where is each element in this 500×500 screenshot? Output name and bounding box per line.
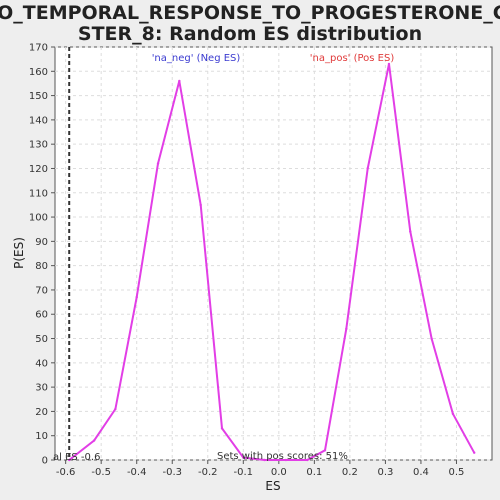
y-tick-label: 60 (35, 310, 48, 321)
data-point (199, 203, 202, 207)
y-tick-label: 20 (35, 407, 48, 418)
data-point (284, 458, 288, 462)
series-line (68, 63, 476, 461)
legend-pos-label: 'na_pos' (Pos ES) (310, 53, 395, 64)
x-tick-label: 0.2 (342, 467, 358, 478)
data-point (135, 296, 138, 299)
x-tick-label: 0.3 (377, 467, 393, 478)
grid (55, 46, 492, 461)
data-point (242, 456, 245, 459)
data-point (473, 451, 476, 454)
y-tick-label: 160 (29, 67, 48, 78)
data-point (323, 449, 327, 452)
x-tick-label: -0.6 (56, 467, 76, 478)
y-axis-label: P(ES) (12, 237, 26, 269)
y-tick-label: 150 (29, 91, 48, 102)
chart-title-line2: STER_8: Random ES distribution (78, 23, 422, 45)
x-tick-label: -0.3 (162, 467, 182, 478)
y-tick-label: 110 (29, 188, 48, 199)
data-point (263, 458, 266, 462)
x-tick-label: -0.4 (127, 467, 147, 478)
x-tick-label: -0.5 (91, 467, 111, 478)
data-point (68, 458, 71, 462)
x-tick-label: -0.2 (198, 467, 218, 478)
actual-es-label: al ES -0.6 (53, 452, 100, 463)
pos-scores-annotation: Sets with pos scores: 51% (217, 451, 348, 462)
y-tick-label: 50 (35, 334, 48, 345)
data-point (409, 230, 412, 233)
y-tick-label: 120 (29, 164, 48, 175)
data-point (92, 439, 96, 442)
y-tick-label: 80 (35, 261, 48, 272)
y-tick-label: 0 (42, 456, 48, 467)
x-tick-label: 0.1 (306, 467, 322, 478)
data-point (345, 327, 348, 331)
x-axis-label: ES (265, 479, 280, 493)
data-point (451, 412, 455, 416)
x-tick-label: 0.4 (413, 467, 429, 478)
y-axis: 0 10 20 30 40 50 60 70 80 90 100 110 120 130 140 150 160… (29, 43, 55, 467)
y-tick-label: 40 (35, 358, 48, 369)
plot-area (54, 46, 493, 461)
y-tick-label: 170 (29, 43, 48, 54)
y-tick-label: 90 (35, 237, 48, 248)
data-point (178, 79, 181, 83)
data-point (156, 162, 160, 165)
y-tick-label: 140 (29, 115, 48, 126)
chart-title-line1: YAO_TEMPORAL_RESPONSE_TO_PROGESTERONE_CL… (0, 2, 500, 24)
data-point (387, 62, 391, 66)
y-tick-label: 70 (35, 285, 48, 296)
legend-neg-label: 'na_neg' (Neg ES) (152, 53, 241, 64)
x-tick-label: 0.5 (449, 467, 465, 478)
y-tick-label: 10 (35, 431, 48, 442)
y-tick-label: 30 (35, 383, 48, 394)
data-point (430, 337, 433, 340)
x-tick-label: 0.0 (271, 467, 287, 478)
y-tick-label: 100 (29, 213, 48, 224)
data-point (220, 427, 224, 430)
x-tick-label: -0.1 (234, 467, 254, 478)
y-tick-label: 130 (29, 140, 48, 151)
data-points (68, 62, 476, 462)
data-point (306, 458, 309, 462)
x-axis: -0.6 -0.5 -0.4 -0.3 -0.2 -0.1 0.0 0.1 0.2 0.3 0.4 0… (56, 460, 465, 478)
data-point (366, 167, 369, 170)
data-point (114, 407, 117, 411)
